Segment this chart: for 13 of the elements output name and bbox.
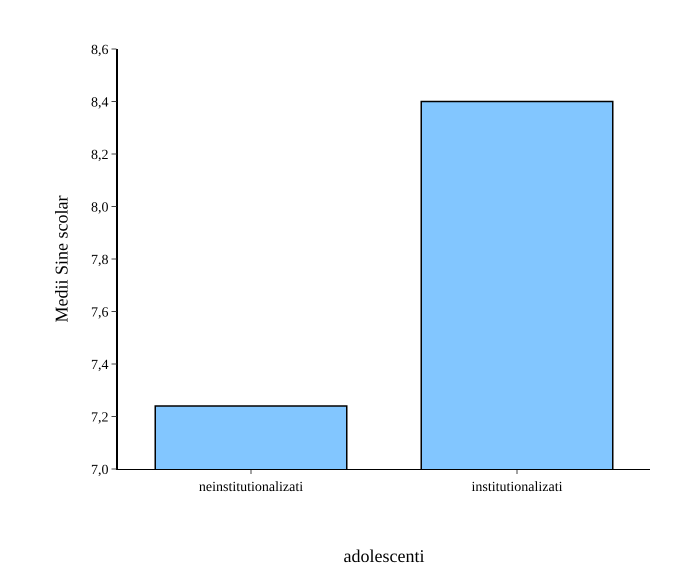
y-tick-label: 7,4 <box>90 358 108 373</box>
y-tick-label: 7,8 <box>90 252 108 268</box>
x-axis-title: adolescenti <box>344 546 424 566</box>
y-tick-label: 8,2 <box>90 148 108 163</box>
x-tick-label: neinstitutionalizati <box>198 480 304 495</box>
y-tick-label: 7,2 <box>90 410 108 426</box>
x-tick-label: institutionalizati <box>472 480 563 495</box>
y-tick-label: 8,4 <box>90 95 108 110</box>
y-tick-label: 7,6 <box>90 305 108 320</box>
y-tick-label: 8,0 <box>90 200 108 216</box>
y-axis-title: Medii Sine scolar <box>52 196 72 322</box>
y-tick-label: 8,6 <box>90 42 108 58</box>
y-tick-label: 7,0 <box>90 462 108 478</box>
